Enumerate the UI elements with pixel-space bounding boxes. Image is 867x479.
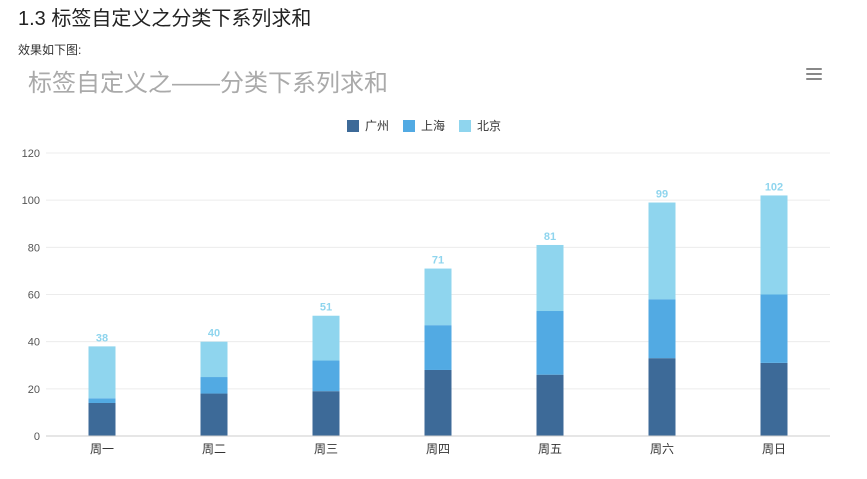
bar-segment-2-0[interactable] <box>88 346 116 399</box>
bar-segment-1-3[interactable] <box>424 325 452 370</box>
bar-segment-2-3[interactable] <box>424 268 452 326</box>
bar-segment-0-5[interactable] <box>648 358 676 436</box>
x-tick-label: 周五 <box>538 442 562 456</box>
x-tick-label: 周日 <box>762 442 786 456</box>
y-tick-label: 60 <box>28 290 40 302</box>
x-axis: 周一 周二 周三 周四 周五 周六 周日 <box>46 435 830 456</box>
y-tick-label: 100 <box>22 195 40 207</box>
hamburger-menu-icon[interactable] <box>806 68 822 82</box>
total-label: 102 <box>765 181 783 193</box>
legend-item-0[interactable]: 广州 <box>347 119 389 133</box>
bar-segment-2-4[interactable] <box>536 244 564 312</box>
bar-segment-2-5[interactable] <box>648 202 676 300</box>
stacked-bar-chart: 标签自定义之——分类下系列求和 广州 上海 北京 0 20 40 60 80 100 120 周… <box>22 70 830 456</box>
x-tick-label: 周二 <box>202 442 226 456</box>
bars <box>88 195 788 436</box>
chart-legend[interactable]: 广州 上海 北京 <box>347 118 501 133</box>
bar-segment-1-5[interactable] <box>648 299 676 359</box>
chart-title: 标签自定义之——分类下系列求和 <box>28 70 388 97</box>
y-tick-label: 40 <box>28 337 40 349</box>
bar-segment-0-2[interactable] <box>312 391 340 436</box>
document-heading: 1.3 标签自定义之分类下系列求和 <box>18 8 312 30</box>
document-caption: 效果如下图: <box>18 43 82 57</box>
legend-swatch <box>403 120 415 132</box>
y-tick-label: 80 <box>28 242 40 254</box>
x-tick-label: 周三 <box>314 442 338 456</box>
y-axis: 0 20 40 60 80 100 120 <box>22 148 40 443</box>
x-tick-label: 周一 <box>90 442 114 456</box>
legend-swatch <box>347 120 359 132</box>
total-label: 81 <box>544 231 556 243</box>
bar-segment-2-2[interactable] <box>312 315 340 361</box>
legend-label: 广州 <box>365 119 389 133</box>
legend-swatch <box>459 120 471 132</box>
bar-segment-2-6[interactable] <box>760 195 788 295</box>
total-label: 71 <box>432 255 444 267</box>
bar-segment-1-2[interactable] <box>312 360 340 392</box>
bar-segment-1-4[interactable] <box>536 311 564 375</box>
bar-segment-1-1[interactable] <box>200 377 228 394</box>
total-label: 99 <box>656 189 668 201</box>
legend-item-2[interactable]: 北京 <box>459 119 501 133</box>
x-tick-label: 周六 <box>650 442 674 456</box>
bar-segment-1-6[interactable] <box>760 294 788 363</box>
total-label: 51 <box>320 302 332 314</box>
bar-segment-0-6[interactable] <box>760 362 788 436</box>
bar-segment-0-4[interactable] <box>536 374 564 436</box>
total-label: 40 <box>208 328 220 340</box>
bar-segment-0-0[interactable] <box>88 402 116 436</box>
x-tick-label: 周四 <box>426 442 450 456</box>
bar-segment-1-0[interactable] <box>88 398 116 403</box>
legend-label: 上海 <box>421 118 445 133</box>
bar-segment-2-1[interactable] <box>200 341 228 378</box>
bar-segment-0-1[interactable] <box>200 393 228 436</box>
y-tick-label: 0 <box>34 431 40 443</box>
legend-item-1[interactable]: 上海 <box>403 118 445 133</box>
y-tick-label: 120 <box>22 148 40 160</box>
y-tick-label: 20 <box>28 384 40 396</box>
bar-segment-0-3[interactable] <box>424 369 452 436</box>
total-labels: 38 40 51 71 81 99 102 <box>96 181 783 344</box>
total-label: 38 <box>96 332 108 344</box>
legend-label: 北京 <box>477 119 501 133</box>
